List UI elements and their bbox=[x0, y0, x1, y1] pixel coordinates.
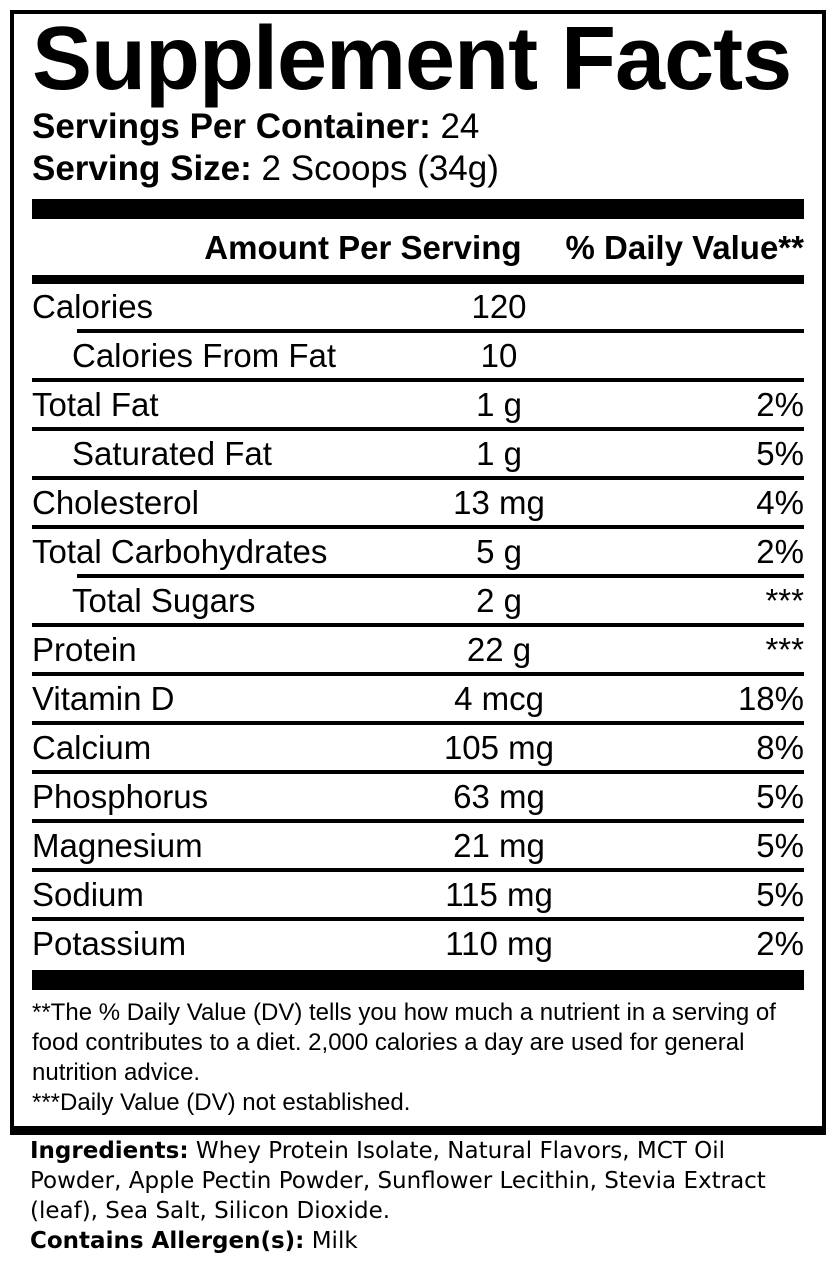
row-separator bbox=[77, 574, 804, 578]
allergen-text: Milk bbox=[311, 1228, 358, 1254]
header-rule bbox=[32, 275, 804, 284]
nutrient-daily-value: 5% bbox=[756, 434, 804, 472]
panel-title: Supplement Facts bbox=[32, 9, 792, 109]
nutrient-amount: 1 g bbox=[476, 385, 522, 423]
row-separator bbox=[32, 525, 804, 529]
nutrient-row: Total Carbohydrates 5 g 2% bbox=[32, 529, 804, 574]
nutrient-name: Total Carbohydrates bbox=[32, 532, 328, 570]
row-separator bbox=[32, 868, 804, 872]
row-separator bbox=[32, 476, 804, 480]
nutrient-amount: 13 mg bbox=[453, 483, 545, 521]
nutrient-daily-value: 2% bbox=[756, 385, 804, 423]
nutrient-amount: 63 mg bbox=[453, 777, 545, 815]
nutrient-row: Cholesterol 13 mg 4% bbox=[32, 480, 804, 525]
nutrient-daily-value: 2% bbox=[756, 924, 804, 962]
nutrient-amount: 110 mg bbox=[445, 924, 553, 962]
nutrient-row: Potassium 110 mg 2% bbox=[32, 921, 804, 966]
servings-per-container-value: 24 bbox=[440, 107, 480, 146]
nutrient-daily-value: 5% bbox=[756, 826, 804, 864]
nutrient-amount: 105 mg bbox=[443, 728, 555, 766]
nutrient-daily-value: *** bbox=[765, 581, 804, 619]
servings-per-container-line: Servings Per Container: 24 bbox=[32, 106, 804, 148]
nutrient-daily-value: 4% bbox=[756, 483, 804, 521]
nutrient-table: Calories 120 Calories From Fat 10 Total … bbox=[32, 284, 804, 966]
nutrient-row: Total Fat 1 g 2% bbox=[32, 382, 804, 427]
serving-size-label: Serving Size: bbox=[32, 149, 252, 188]
row-separator bbox=[77, 329, 804, 333]
servings-per-container-label: Servings Per Container: bbox=[32, 107, 431, 146]
amount-per-serving-header: Amount Per Serving bbox=[204, 229, 522, 266]
nutrient-row: Saturated Fat 1 g 5% bbox=[32, 431, 804, 476]
ingredients-line: Ingredients: Whey Protein Isolate, Natur… bbox=[30, 1136, 814, 1226]
nutrient-row: Calories 120 bbox=[32, 284, 804, 329]
nutrient-name: Sodium bbox=[32, 875, 144, 913]
nutrient-name: Protein bbox=[32, 630, 137, 668]
nutrient-name: Cholesterol bbox=[32, 483, 199, 521]
row-separator bbox=[32, 378, 804, 382]
nutrient-daily-value: 2% bbox=[756, 532, 804, 570]
daily-value-header: % Daily Value** bbox=[565, 229, 804, 266]
nutrient-row: Vitamin D 4 mcg 18% bbox=[32, 676, 804, 721]
nutrient-row: Phosphorus 63 mg 5% bbox=[32, 774, 804, 819]
row-separator bbox=[32, 721, 804, 725]
ingredients-label: Ingredients: bbox=[30, 1138, 189, 1164]
nutrient-daily-value: *** bbox=[765, 630, 804, 668]
ingredients-section: Ingredients: Whey Protein Isolate, Natur… bbox=[30, 1136, 814, 1256]
row-separator bbox=[32, 672, 804, 676]
daily-value-footnote: **The % Daily Value (DV) tells you how m… bbox=[32, 999, 776, 1086]
nutrient-name: Saturated Fat bbox=[72, 434, 272, 472]
footnotes: **The % Daily Value (DV) tells you how m… bbox=[32, 990, 804, 1120]
row-separator bbox=[32, 427, 804, 431]
nutrient-amount: 1 g bbox=[476, 434, 522, 472]
divider-bar-top bbox=[32, 199, 804, 219]
nutrient-daily-value: 8% bbox=[756, 728, 804, 766]
nutrient-amount: 2 g bbox=[476, 581, 522, 619]
nutrient-row: Magnesium 21 mg 5% bbox=[32, 823, 804, 868]
nutrient-name: Calcium bbox=[32, 728, 152, 766]
serving-size-value: 2 Scoops (34g) bbox=[261, 149, 499, 188]
nutrient-name: Calories bbox=[32, 287, 154, 325]
nutrient-name: Potassium bbox=[32, 924, 187, 962]
nutrient-row: Total Sugars 2 g *** bbox=[32, 578, 804, 623]
row-separator bbox=[32, 623, 804, 627]
allergen-line: Contains Allergen(s): Milk bbox=[30, 1226, 814, 1256]
row-separator bbox=[32, 917, 804, 921]
row-separator bbox=[32, 770, 804, 774]
nutrient-name: Vitamin D bbox=[32, 679, 175, 717]
nutrient-daily-value: 18% bbox=[737, 679, 804, 717]
nutrient-amount: 4 mcg bbox=[454, 679, 544, 717]
nutrient-row: Calcium 105 mg 8% bbox=[32, 725, 804, 770]
nutrient-name: Phosphorus bbox=[32, 777, 209, 815]
table-column-header: Amount Per Serving % Daily Value** bbox=[32, 219, 804, 275]
nutrient-daily-value: 5% bbox=[756, 875, 804, 913]
nutrient-amount: 115 mg bbox=[445, 875, 553, 913]
divider-bar-bottom bbox=[32, 970, 804, 990]
nutrient-amount: 120 bbox=[471, 287, 527, 325]
nutrient-name: Total Fat bbox=[32, 385, 159, 423]
row-separator bbox=[32, 819, 804, 823]
nutrient-amount: 22 g bbox=[466, 630, 532, 668]
nutrient-amount: 5 g bbox=[476, 532, 522, 570]
serving-size-line: Serving Size: 2 Scoops (34g) bbox=[32, 148, 804, 190]
nutrient-row: Sodium 115 mg 5% bbox=[32, 872, 804, 917]
nutrient-name: Calories From Fat bbox=[72, 336, 337, 374]
nutrient-name: Magnesium bbox=[32, 826, 203, 864]
nutrient-row: Calories From Fat 10 bbox=[32, 333, 804, 378]
supplement-facts-panel: Supplement Facts Servings Per Container:… bbox=[10, 10, 826, 1135]
not-established-footnote: ***Daily Value (DV) not established. bbox=[32, 1089, 411, 1116]
nutrient-name: Total Sugars bbox=[72, 581, 256, 619]
nutrient-amount: 21 mg bbox=[453, 826, 545, 864]
nutrient-row: Protein 22 g *** bbox=[32, 627, 804, 672]
allergen-label: Contains Allergen(s): bbox=[30, 1228, 305, 1254]
nutrient-daily-value: 5% bbox=[756, 777, 804, 815]
nutrient-amount: 10 bbox=[480, 336, 518, 374]
ingredients-text: Whey Protein Isolate, Natural Flavors, M… bbox=[30, 1138, 766, 1224]
